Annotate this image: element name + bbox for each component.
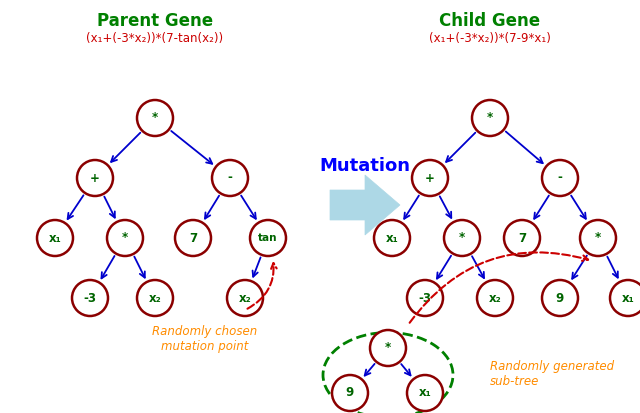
Circle shape bbox=[250, 220, 286, 256]
Circle shape bbox=[107, 220, 143, 256]
Text: -: - bbox=[557, 171, 563, 185]
Text: *: * bbox=[385, 342, 391, 354]
Circle shape bbox=[407, 280, 443, 316]
Circle shape bbox=[137, 280, 173, 316]
Text: 7: 7 bbox=[189, 232, 197, 244]
Text: *: * bbox=[595, 232, 601, 244]
Text: *: * bbox=[122, 232, 128, 244]
Circle shape bbox=[504, 220, 540, 256]
Polygon shape bbox=[330, 175, 400, 235]
Circle shape bbox=[37, 220, 73, 256]
Circle shape bbox=[407, 375, 443, 411]
Text: x₁: x₁ bbox=[419, 387, 431, 399]
Text: 7: 7 bbox=[518, 232, 526, 244]
Circle shape bbox=[477, 280, 513, 316]
Text: Child Gene: Child Gene bbox=[440, 12, 541, 30]
Circle shape bbox=[370, 330, 406, 366]
Circle shape bbox=[72, 280, 108, 316]
Circle shape bbox=[175, 220, 211, 256]
Text: Mutation: Mutation bbox=[319, 157, 410, 175]
Circle shape bbox=[542, 160, 578, 196]
Text: -3: -3 bbox=[83, 292, 97, 304]
Circle shape bbox=[77, 160, 113, 196]
Text: Randomly chosen
mutation point: Randomly chosen mutation point bbox=[152, 325, 258, 353]
Circle shape bbox=[212, 160, 248, 196]
Circle shape bbox=[444, 220, 480, 256]
Text: (x₁+(-3*x₂))*(7-tan(x₂)): (x₁+(-3*x₂))*(7-tan(x₂)) bbox=[86, 32, 223, 45]
Circle shape bbox=[580, 220, 616, 256]
Circle shape bbox=[412, 160, 448, 196]
Text: 9: 9 bbox=[556, 292, 564, 304]
Text: x₁: x₁ bbox=[621, 292, 634, 304]
Text: +: + bbox=[425, 171, 435, 185]
Text: -: - bbox=[228, 171, 232, 185]
Circle shape bbox=[472, 100, 508, 136]
Text: 9: 9 bbox=[346, 387, 354, 399]
Circle shape bbox=[374, 220, 410, 256]
Circle shape bbox=[610, 280, 640, 316]
Text: -3: -3 bbox=[419, 292, 431, 304]
Text: (x₁+(-3*x₂))*(7-9*x₁): (x₁+(-3*x₂))*(7-9*x₁) bbox=[429, 32, 551, 45]
Text: +: + bbox=[90, 171, 100, 185]
Text: *: * bbox=[487, 112, 493, 124]
Text: *: * bbox=[152, 112, 158, 124]
Text: x₂: x₂ bbox=[239, 292, 252, 304]
Text: Randomly generated
sub-tree: Randomly generated sub-tree bbox=[490, 360, 614, 388]
Circle shape bbox=[227, 280, 263, 316]
Circle shape bbox=[137, 100, 173, 136]
Text: x₁: x₁ bbox=[49, 232, 61, 244]
Text: *: * bbox=[459, 232, 465, 244]
Circle shape bbox=[542, 280, 578, 316]
Text: Parent Gene: Parent Gene bbox=[97, 12, 213, 30]
Text: x₂: x₂ bbox=[148, 292, 161, 304]
Text: x₁: x₁ bbox=[386, 232, 398, 244]
Text: tan: tan bbox=[259, 233, 278, 243]
Circle shape bbox=[332, 375, 368, 411]
Text: x₂: x₂ bbox=[488, 292, 501, 304]
